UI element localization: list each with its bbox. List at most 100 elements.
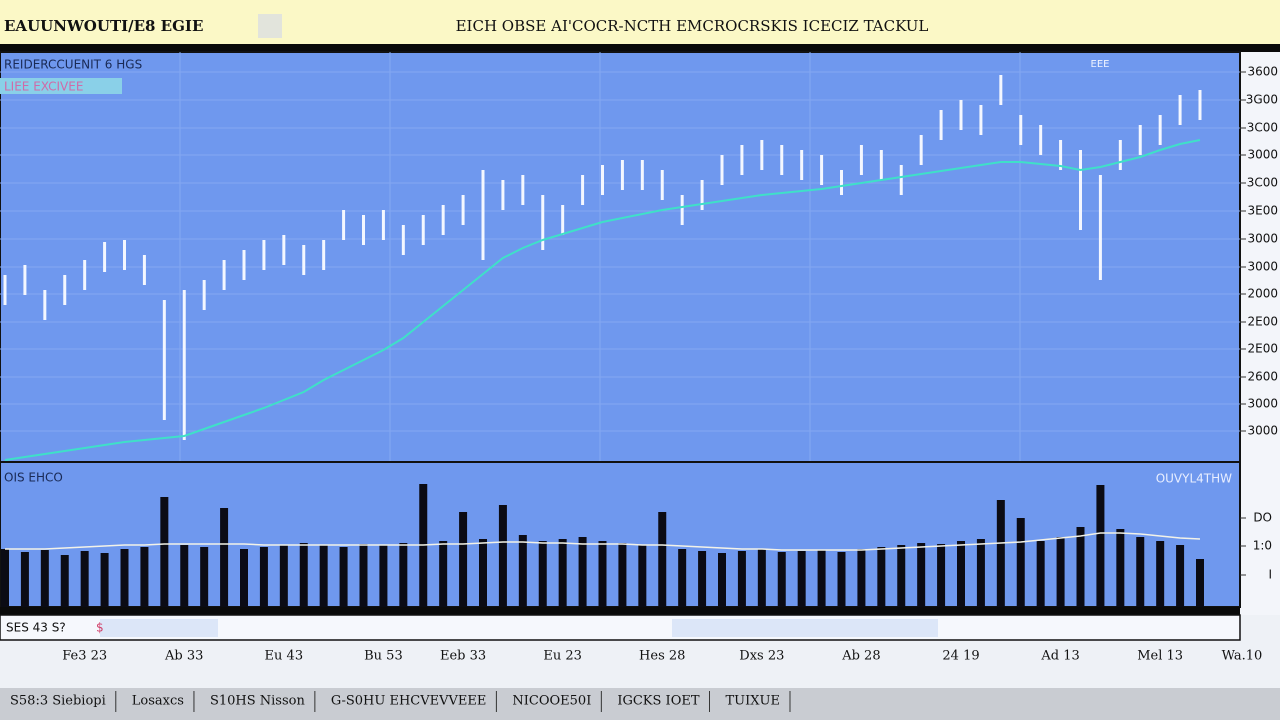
- candle: [162, 300, 166, 420]
- candle: [222, 260, 226, 290]
- candle: [521, 175, 525, 205]
- candle: [282, 235, 286, 265]
- candle: [859, 145, 863, 175]
- volume-bar: [777, 552, 786, 607]
- tab-label[interactable]: IGCKS IOET: [617, 694, 699, 709]
- y-tick-label: 3000: [1247, 148, 1278, 162]
- scroll-range[interactable]: [100, 619, 218, 637]
- y-tick-label: 3C00: [1247, 176, 1278, 190]
- volume-bar: [638, 545, 647, 607]
- x-tick-label: Hes 28: [639, 649, 685, 664]
- volume-bar: [518, 535, 527, 607]
- status-text: SES 43 S?: [6, 621, 66, 635]
- candle: [581, 175, 585, 205]
- app-title: EAUUNWOUTI/E8 EGIE: [4, 17, 203, 35]
- candle: [381, 210, 385, 240]
- y-tick-label: 3000: [1247, 424, 1278, 438]
- tab-label[interactable]: TUIXUE: [726, 694, 780, 709]
- volume-bar: [60, 555, 69, 607]
- volume-bar: [359, 544, 368, 607]
- candle: [202, 280, 206, 310]
- volume-bar: [279, 545, 288, 607]
- axis-area: [1240, 52, 1280, 615]
- candle: [481, 170, 485, 260]
- x-tick-label: Ab 33: [164, 649, 203, 664]
- candle: [1198, 90, 1202, 120]
- volume-bar: [757, 549, 766, 607]
- panel-annotation: OUVYL4THW: [1156, 472, 1232, 486]
- candle: [640, 160, 644, 190]
- candle: [680, 195, 684, 225]
- panel-subtitle: LIEE EXCIVEE: [4, 80, 83, 94]
- volume-bar: [917, 543, 926, 607]
- volume-bar: [976, 539, 985, 607]
- candle: [1178, 95, 1182, 125]
- subtitle-bg: [0, 78, 122, 94]
- y-tick-label: 2600: [1247, 370, 1278, 384]
- candle: [620, 160, 624, 190]
- y-tick-label: 3600: [1247, 65, 1278, 79]
- tab-label[interactable]: NICOOE50I: [512, 694, 591, 709]
- tab-label[interactable]: S58:3 Siebiopi: [10, 694, 106, 709]
- x-tick-label: Eeb 33: [440, 649, 486, 664]
- volume-bar: [180, 545, 189, 607]
- candle: [840, 170, 843, 195]
- header-button[interactable]: [258, 14, 282, 38]
- volume-bar: [160, 497, 169, 607]
- volume-bar: [1196, 559, 1204, 607]
- volume-bar: [140, 547, 149, 607]
- volume-bar: [1, 549, 9, 607]
- candle: [302, 245, 306, 275]
- x-tick-label: Eu 23: [543, 649, 582, 664]
- volume-bar: [897, 545, 906, 607]
- volume-bar: [538, 541, 547, 607]
- volume-bar: [1016, 518, 1025, 607]
- y-tick-label: 2000: [1247, 287, 1278, 301]
- y-tick-label: 2E00: [1248, 315, 1279, 329]
- volume-bar: [80, 551, 89, 607]
- volume-bar: [996, 500, 1005, 607]
- tab-label[interactable]: S10HS Nisson: [210, 694, 306, 709]
- header-border: [0, 44, 1280, 52]
- x-tick-label: Eu 43: [265, 649, 304, 664]
- scroll-range[interactable]: [672, 619, 938, 637]
- volume-bar: [1056, 537, 1065, 607]
- y-tick-label: 2E00: [1248, 342, 1279, 356]
- candle: [103, 242, 107, 272]
- volume-bar: [718, 553, 726, 607]
- volume-bar: [1176, 545, 1185, 607]
- tab-label[interactable]: G-S0HU EHCVEVVEEE: [331, 694, 487, 709]
- candle: [879, 150, 883, 180]
- candle: [1158, 115, 1162, 145]
- x-tick-label: Mel 13: [1137, 649, 1183, 664]
- x-tick-label: Ad 13: [1040, 649, 1079, 664]
- panel-border: [0, 607, 1240, 615]
- candle: [561, 205, 565, 235]
- volume-bar: [100, 553, 109, 607]
- candle: [700, 180, 704, 210]
- y-tick-label: 1:0: [1253, 539, 1272, 553]
- candle: [362, 215, 365, 245]
- volume-bar: [120, 549, 129, 607]
- candle: [1118, 140, 1122, 170]
- tab-label[interactable]: Losaxcs: [132, 694, 184, 709]
- volume-bar: [1096, 485, 1105, 607]
- candle: [262, 240, 266, 270]
- volume-bar: [259, 547, 268, 607]
- volume-bar: [1036, 541, 1045, 607]
- tabs: S58:3 Siebiopi Losaxcs S10HS Nisson G-S0HU …: [10, 691, 791, 712]
- x-tick-label: Ab 28: [841, 649, 880, 664]
- volume-bar: [1156, 541, 1165, 607]
- panel-title: REIDERCCUENIT 6 HGS: [4, 58, 142, 72]
- price-panel: [0, 51, 1241, 463]
- candle: [999, 75, 1003, 105]
- candle: [979, 105, 983, 135]
- volume-bar: [957, 541, 965, 607]
- candle: [1098, 175, 1102, 280]
- x-tick-label: Dxs 23: [739, 649, 784, 664]
- candle: [142, 255, 146, 285]
- candle: [800, 150, 804, 180]
- panel-title: OIS EHCO: [4, 471, 63, 485]
- moving-average: [4, 139, 1201, 461]
